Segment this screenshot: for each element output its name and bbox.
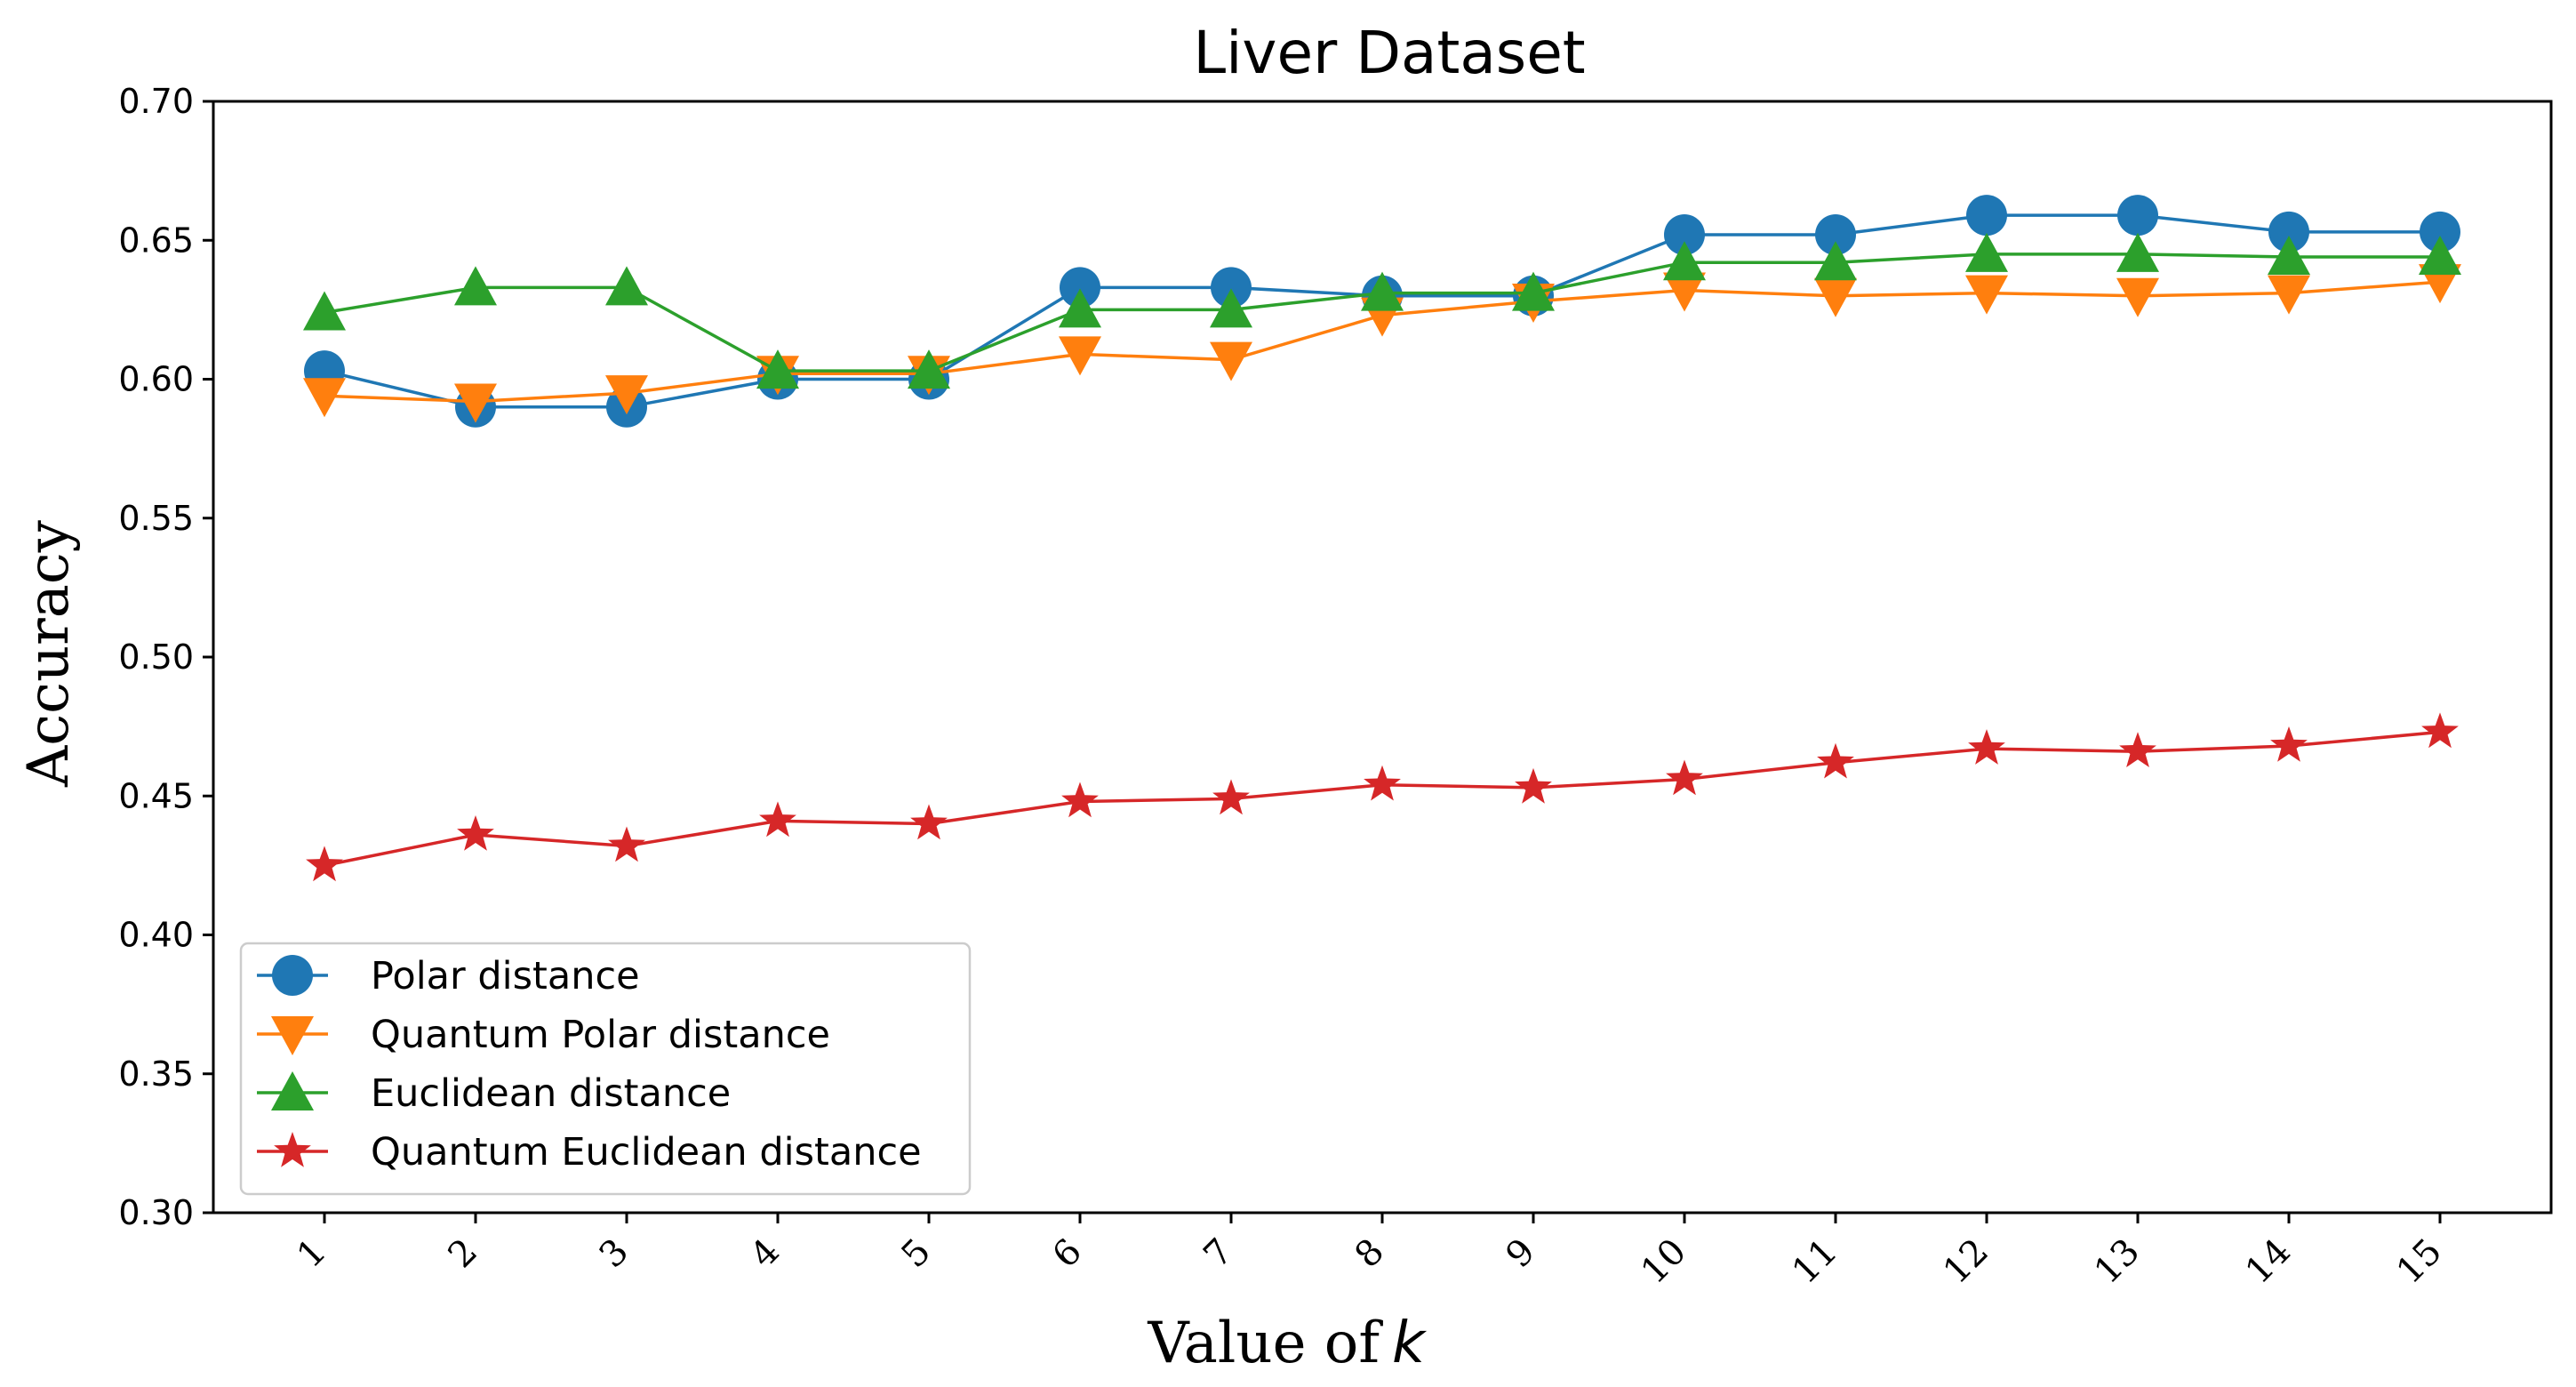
legend-box	[239, 942, 972, 1196]
series-3-point	[2116, 232, 2159, 272]
series-3-point	[454, 266, 497, 306]
x-tick-label: 3	[592, 1231, 637, 1277]
x-tick-label: 7	[1196, 1231, 1242, 1277]
series-2-point	[605, 375, 648, 415]
y-tick-label: 0.70	[118, 82, 194, 121]
legend-marker	[271, 1016, 314, 1055]
series-4-point	[306, 846, 343, 882]
y-tick-label: 0.45	[118, 776, 194, 815]
series-2-point	[1814, 277, 1857, 317]
series-3-point	[756, 349, 799, 389]
x-tick-label: 12	[1936, 1231, 1997, 1293]
series-1-point	[1664, 214, 1705, 255]
y-tick-label: 0.55	[118, 499, 194, 538]
series-2-point	[303, 378, 346, 418]
x-tick-label: 4	[743, 1231, 788, 1277]
y-axis-label: Accuracy	[16, 520, 82, 788]
x-tick-label: 6	[1045, 1231, 1091, 1277]
legend-entry: Polar distance	[257, 954, 640, 998]
series-3-point	[1965, 232, 2008, 272]
plot-area	[303, 195, 2461, 882]
series-4-point	[1212, 779, 1250, 815]
series-3-point	[1361, 271, 1404, 311]
series-4-point	[910, 804, 948, 840]
series-3-point	[908, 349, 950, 389]
series-2-point	[1059, 336, 1101, 376]
legend-marker	[271, 1071, 314, 1110]
series-2-point	[1965, 275, 2008, 315]
series-1-point	[1815, 214, 1856, 255]
legend-entry: Euclidean distance	[257, 1071, 731, 1116]
series-2-point	[2268, 275, 2310, 315]
series-4-point	[1364, 765, 1401, 801]
series-4-point	[1515, 767, 1552, 804]
series-3-point	[1059, 288, 1101, 328]
legend-label: Quantum Euclidean distance	[371, 1130, 922, 1175]
x-tick-label: 8	[1348, 1231, 1393, 1277]
x-tick-label: 2	[441, 1231, 486, 1277]
x-axis-label: Value of	[1147, 1311, 1383, 1376]
series-3-point	[2268, 236, 2310, 275]
legend-label: Euclidean distance	[371, 1071, 731, 1116]
series-4-point	[2421, 712, 2459, 749]
legend-entry: Quantum Euclidean distance	[257, 1130, 922, 1175]
series-4-point	[1666, 759, 1703, 796]
series-3-point	[2419, 236, 2461, 275]
series-4-point	[2270, 726, 2308, 762]
y-tick-label: 0.30	[118, 1193, 194, 1232]
series-4-point	[759, 801, 796, 838]
series-3-point	[1814, 241, 1857, 281]
y-tick-label: 0.40	[118, 916, 194, 955]
legend-entry: Quantum Polar distance	[257, 1013, 830, 1057]
series-4-point	[2119, 732, 2156, 767]
series-3-point	[1512, 271, 1555, 311]
series-4-point	[1968, 729, 2005, 765]
series-1-point	[1211, 267, 1252, 309]
series-1-point	[2268, 211, 2309, 253]
series-2-point	[1210, 341, 1252, 381]
series-2-point	[2116, 277, 2159, 317]
series-1-point	[1966, 195, 2007, 237]
x-tick-label: 9	[1499, 1231, 1544, 1277]
y-tick-label: 0.60	[118, 360, 194, 399]
y-tick-label: 0.35	[118, 1054, 194, 1094]
x-tick-label: 14	[2238, 1231, 2300, 1293]
x-tick-label: 15	[2389, 1231, 2451, 1293]
y-tick-label: 0.65	[118, 220, 194, 260]
legend-marker	[274, 1132, 311, 1167]
series-3-point	[1663, 241, 1706, 281]
legend: Polar distance Quantum Polar distance Eucl…	[239, 942, 972, 1196]
series-4-point	[1817, 742, 1854, 779]
x-axis-variable: k	[1392, 1311, 1428, 1376]
series-1-point	[1060, 267, 1100, 309]
legend-marker	[272, 955, 313, 996]
series-4	[306, 712, 2459, 882]
series-1-point	[2117, 195, 2158, 237]
series-4-point	[457, 815, 494, 851]
series-2-point	[454, 383, 497, 423]
series-4-point	[608, 826, 645, 862]
x-tick-label: 10	[1634, 1231, 1695, 1293]
y-tick-label: 0.50	[118, 637, 194, 677]
series-3-point	[605, 266, 648, 306]
x-tick-label: 13	[2087, 1231, 2148, 1293]
chart-title: Liver Dataset	[1193, 19, 1585, 87]
series-4-point	[1061, 782, 1099, 818]
x-tick-label: 11	[1785, 1231, 1846, 1293]
series-3-point	[1210, 288, 1252, 328]
series-2-point	[1663, 272, 1706, 312]
series-3-point	[303, 291, 346, 331]
legend-label: Polar distance	[371, 954, 640, 998]
x-tick-label: 5	[894, 1231, 940, 1277]
series-1-point	[2420, 211, 2460, 253]
legend-label: Quantum Polar distance	[371, 1013, 830, 1057]
x-tick-label: 1	[290, 1231, 335, 1277]
series-4-line	[324, 730, 2441, 868]
series-3	[303, 232, 2461, 389]
